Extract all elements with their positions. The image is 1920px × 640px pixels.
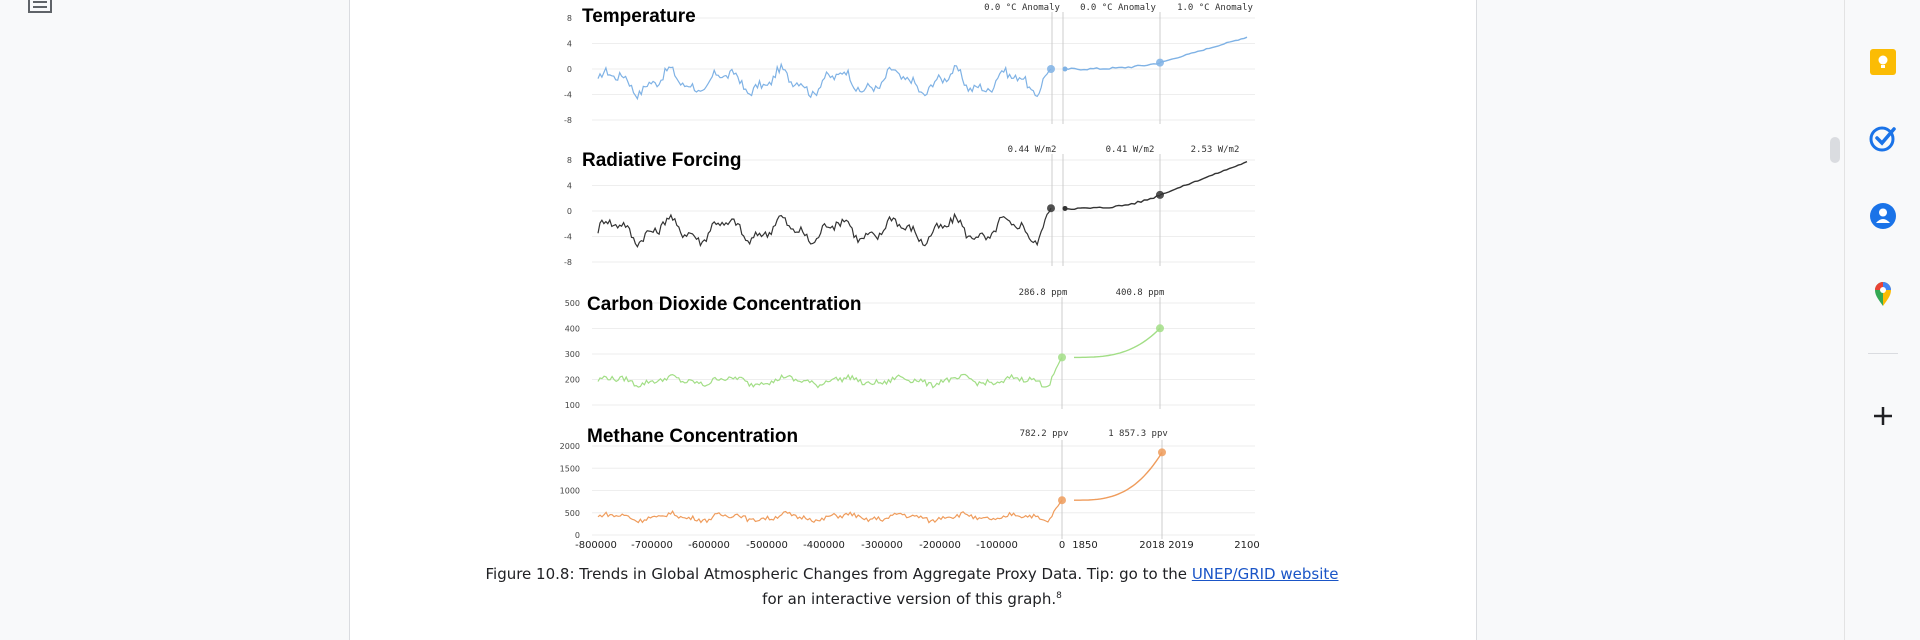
document-page <box>349 0 1477 640</box>
chart-title: Temperature <box>582 6 696 27</box>
series-historical <box>1064 62 1161 71</box>
x-tick-label: -500000 <box>746 540 788 551</box>
x-tick-label: -300000 <box>861 540 903 551</box>
y-tick-label: 4 <box>567 40 572 49</box>
x-tick-label: 2019 <box>1168 540 1193 551</box>
x-tick-label: 2100 <box>1234 540 1259 551</box>
value-annotation: 0.41 W/m2 <box>1106 145 1155 155</box>
charts-figure: 8 4 0 -4 -8 Temperature 0.0 °C Anomaly 0.0 °C A… <box>560 3 1260 551</box>
series-proxy <box>597 62 1052 101</box>
chart-title: Carbon Dioxide Concentration <box>587 294 861 315</box>
marker-1850 <box>1062 205 1068 211</box>
x-tick-label: -100000 <box>976 540 1018 551</box>
x-tick-label: 2018 <box>1139 540 1164 551</box>
y-tick-label: -8 <box>564 116 572 125</box>
tasks-icon <box>1869 126 1896 152</box>
marker-2018 <box>1158 448 1166 457</box>
x-tick-label: -400000 <box>803 540 845 551</box>
y-tick-label: 2000 <box>560 442 580 451</box>
y-tick-label: 0 <box>567 207 572 216</box>
value-annotation: 1 857.3 ppv <box>1108 429 1168 439</box>
x-tick-label: -600000 <box>688 540 730 551</box>
keep-button[interactable] <box>1865 44 1901 80</box>
value-annotation: 400.8 ppm <box>1116 288 1165 298</box>
document-outline-icon[interactable] <box>28 0 52 14</box>
value-annotation: 0.0 °C Anomaly <box>984 3 1060 13</box>
marker-present <box>1047 204 1055 213</box>
maps-button[interactable] <box>1865 275 1901 311</box>
marker-present <box>1058 353 1066 362</box>
x-tick-label: -800000 <box>575 540 617 551</box>
marker-2018 <box>1156 58 1164 67</box>
marker-2018 <box>1156 190 1164 199</box>
chart-panel-4: 2000 1500 1000 500 0 Methane Concentration 782… <box>560 426 1255 540</box>
y-tick-label: -8 <box>564 258 572 267</box>
tasks-button[interactable] <box>1865 120 1901 156</box>
y-tick-label: 1000 <box>560 487 580 496</box>
y-tick-label: 300 <box>565 350 580 359</box>
y-tick-label: 100 <box>565 401 580 410</box>
caption-text: Figure 10.8: Trends in Global Atmospheri… <box>485 565 1192 583</box>
y-tick-label: 0 <box>575 531 580 540</box>
x-tick-label: 1850 <box>1072 540 1097 551</box>
series-historical <box>1074 452 1163 501</box>
x-tick-label: -200000 <box>919 540 961 551</box>
marker-present <box>1047 65 1055 73</box>
document-scrollbar-thumb[interactable] <box>1830 137 1840 163</box>
value-annotation: 1.0 °C Anomaly <box>1177 3 1253 13</box>
figure-caption: Figure 10.8: Trends in Global Atmospheri… <box>349 563 1475 610</box>
y-tick-label: -4 <box>564 91 572 100</box>
series-historical <box>1064 195 1160 211</box>
y-tick-label: 4 <box>567 182 572 191</box>
series-projection <box>1159 36 1248 63</box>
y-tick-label: 8 <box>567 14 572 23</box>
y-tick-label: 1500 <box>560 464 580 473</box>
caption-line2: for an interactive version of this graph… <box>762 590 1057 608</box>
chart-panel-2: 8 4 0 -4 -8 Radiative Forcing 0.44 W/m2 0.41 W/… <box>564 145 1255 267</box>
chart-title: Radiative Forcing <box>582 150 741 171</box>
x-tick-label: 0 <box>1059 540 1065 551</box>
value-annotation: 2.53 W/m2 <box>1191 145 1240 155</box>
y-tick-label: 500 <box>565 299 580 308</box>
keep-icon <box>1870 49 1896 75</box>
unep-grid-link[interactable]: UNEP/GRID website <box>1191 565 1339 583</box>
maps-icon <box>1875 282 1891 306</box>
series-proxy <box>597 357 1063 389</box>
y-tick-label: -4 <box>564 233 572 242</box>
y-tick-label: 400 <box>565 325 580 334</box>
chart-panel-3: 500 400 300 200 100 Carbon Dioxide Concentrat… <box>565 288 1255 410</box>
add-addon-button[interactable] <box>1865 398 1901 434</box>
y-tick-label: 200 <box>565 376 580 385</box>
chart-title: Methane Concentration <box>587 426 798 447</box>
series-projection <box>1159 160 1248 196</box>
series-historical <box>1074 327 1161 359</box>
chart-panel-1: 8 4 0 -4 -8 Temperature 0.0 °C Anomaly 0.0 °C A… <box>564 3 1255 125</box>
side-panel-divider <box>1868 353 1898 354</box>
y-tick-label: 8 <box>567 156 572 165</box>
x-tick-label: -700000 <box>631 540 673 551</box>
marker-1850 <box>1062 66 1068 72</box>
side-panel <box>1844 0 1920 640</box>
contacts-icon <box>1870 203 1896 229</box>
caption-footnote[interactable]: 8 <box>1056 591 1062 601</box>
value-annotation: 286.8 ppm <box>1019 288 1068 298</box>
y-tick-label: 0 <box>567 65 572 74</box>
value-annotation: 0.44 W/m2 <box>1008 145 1057 155</box>
series-proxy <box>597 207 1052 248</box>
series-proxy <box>597 499 1063 524</box>
add-icon <box>1874 407 1892 425</box>
value-annotation: 0.0 °C Anomaly <box>1080 3 1156 13</box>
contacts-button[interactable] <box>1865 198 1901 234</box>
y-tick-label: 500 <box>565 509 580 518</box>
value-annotation: 782.2 ppv <box>1020 429 1069 439</box>
marker-2018 <box>1156 324 1164 333</box>
marker-present <box>1058 496 1066 505</box>
